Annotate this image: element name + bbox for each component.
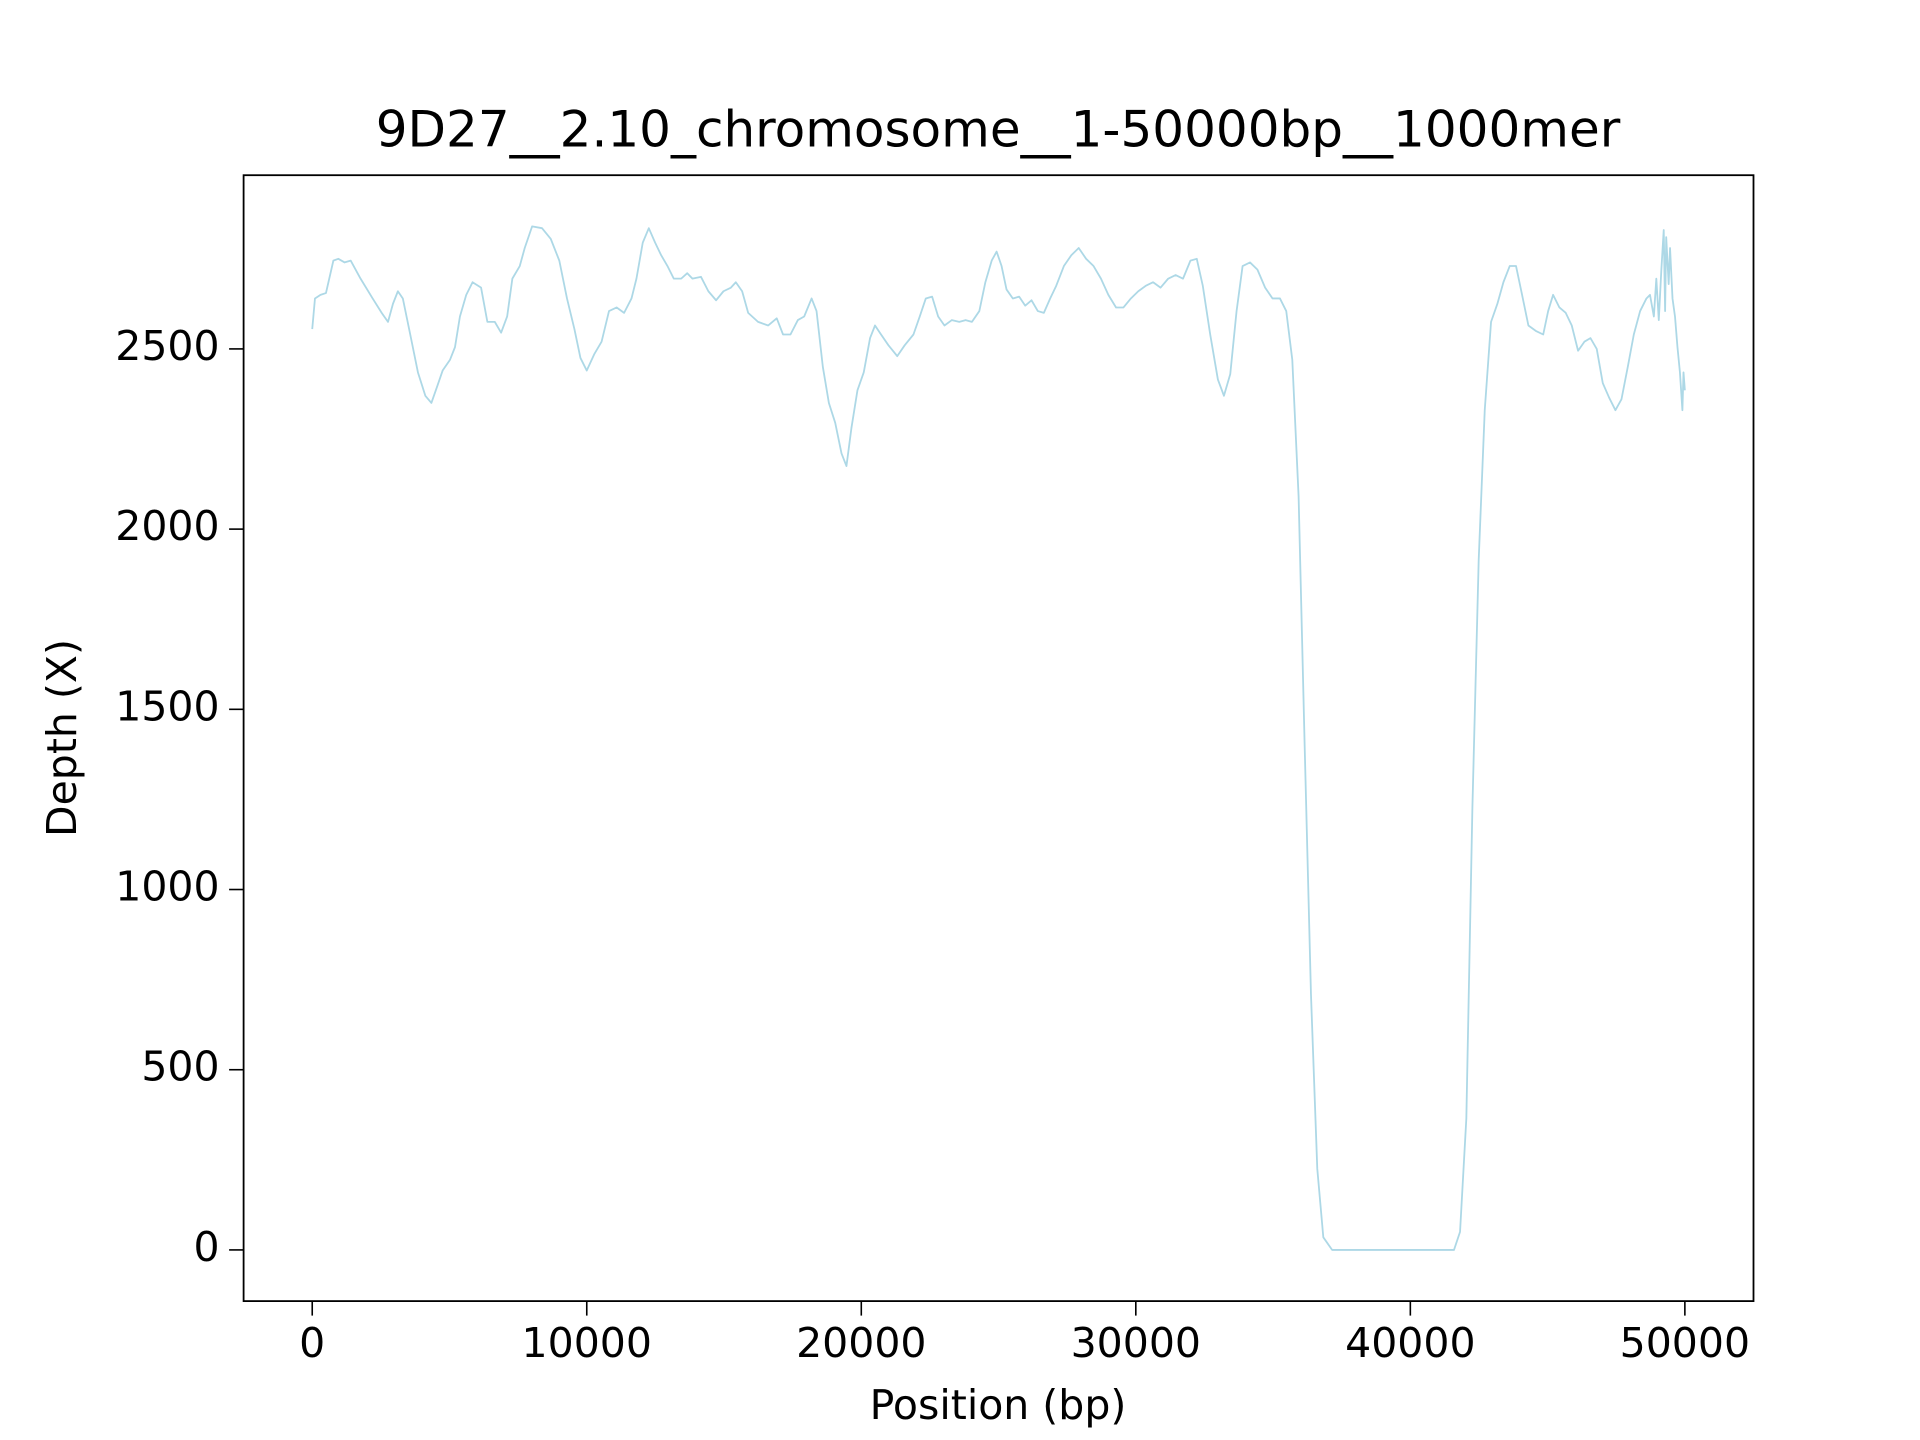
y-tick-label: 500 [141,1043,219,1091]
x-tick-label: 30000 [1071,1319,1201,1367]
plot-frame [242,174,1755,1303]
y-tick-label: 2000 [115,502,219,550]
x-axis-label: Position (bp) [870,1381,1127,1429]
y-tick-label: 1500 [115,682,219,730]
x-tick-label: 10000 [522,1319,652,1367]
y-axis-label: Depth (X) [38,639,86,837]
x-tick-label: 50000 [1620,1319,1750,1367]
chart-title: 9D27__2.10_chromosome__1-50000bp__1000me… [376,101,1621,159]
x-tick-label: 0 [299,1319,325,1367]
x-tick-label: 40000 [1345,1319,1475,1367]
y-tick-label: 1000 [115,863,219,911]
y-tick-label: 2500 [115,322,219,370]
x-tick-label: 20000 [796,1319,926,1367]
y-tick-label: 0 [194,1223,220,1271]
depth-line [311,225,1686,1251]
